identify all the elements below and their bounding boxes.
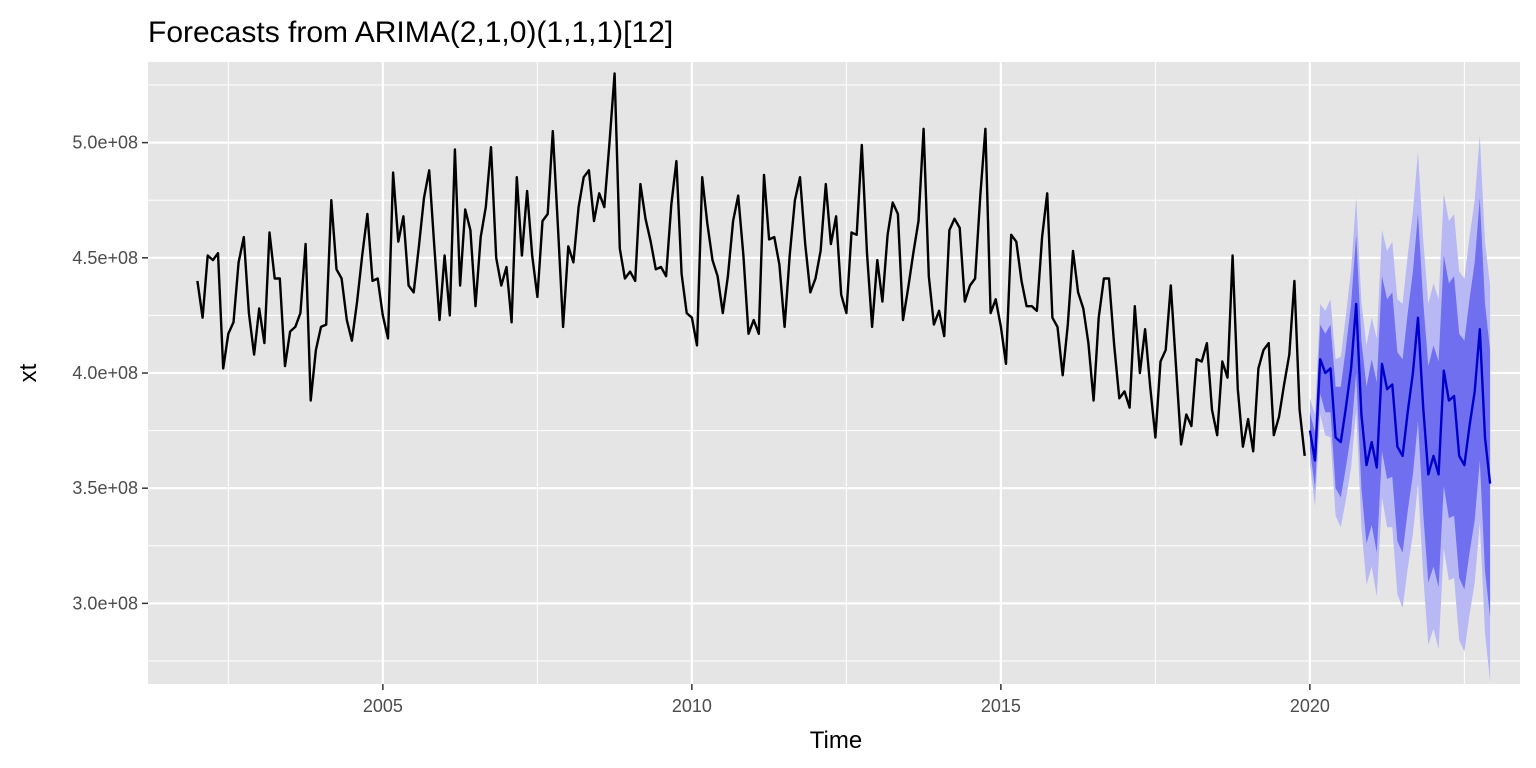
y-tick-label: 3.5e+08	[72, 478, 138, 498]
y-tick-label: 4.0e+08	[72, 363, 138, 383]
y-tick-label: 4.5e+08	[72, 248, 138, 268]
x-axis: 2005 2010 2015 2020	[363, 684, 1330, 716]
x-axis-title: Time	[810, 727, 862, 754]
x-tick-label: 2005	[363, 696, 403, 716]
y-tick-label: 3.0e+08	[72, 593, 138, 613]
history-series-line	[196, 72, 1306, 457]
forecast-series-line	[1308, 302, 1492, 484]
plot-panel	[148, 62, 1520, 684]
y-tick-label: 5.0e+08	[72, 133, 138, 153]
prediction-interval-80	[1309, 197, 1491, 618]
x-tick-label: 2010	[672, 696, 712, 716]
y-axis: 3.0e+08 3.5e+08 4.0e+08 4.5e+08 5.0e+08	[72, 133, 148, 613]
chart-title: Forecasts from ARIMA(2,1,0)(1,1,1)[12]	[148, 16, 673, 49]
x-tick-label: 2015	[981, 696, 1021, 716]
y-axis-title: xt	[15, 363, 42, 382]
x-tick-label: 2020	[1290, 696, 1330, 716]
